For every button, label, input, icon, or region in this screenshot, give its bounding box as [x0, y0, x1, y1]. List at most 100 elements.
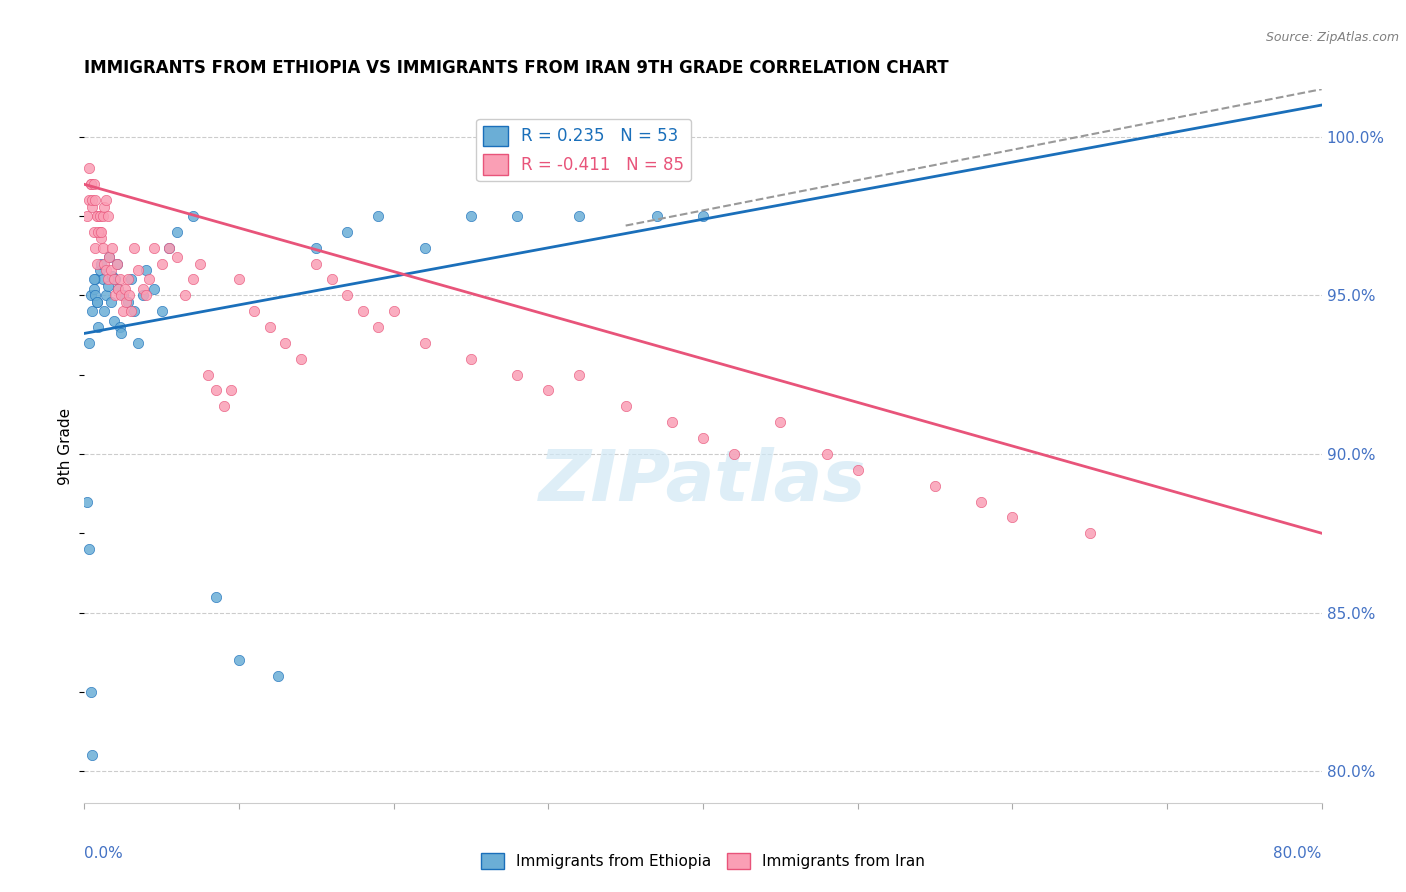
Point — [924, 478, 946, 492]
Point — [128, 263, 150, 277]
Point — [77, 161, 100, 176]
Point — [76, 494, 98, 508]
Point — [91, 241, 114, 255]
Point — [98, 250, 121, 264]
Point — [568, 368, 591, 382]
Point — [90, 231, 112, 245]
Point — [212, 400, 235, 414]
Legend: R = 0.235   N = 53, R = -0.411   N = 85: R = 0.235 N = 53, R = -0.411 N = 85 — [477, 119, 690, 181]
Point — [138, 272, 160, 286]
Point — [105, 257, 128, 271]
Point — [104, 272, 127, 286]
Point — [274, 335, 297, 350]
Point — [132, 282, 155, 296]
Point — [93, 304, 115, 318]
Point — [82, 748, 104, 763]
Point — [104, 288, 127, 302]
Point — [166, 250, 188, 264]
Point — [150, 257, 173, 271]
Point — [159, 241, 181, 255]
Point — [135, 263, 157, 277]
Point — [86, 209, 108, 223]
Point — [367, 209, 389, 223]
Point — [108, 272, 131, 286]
Point — [692, 431, 714, 445]
Point — [87, 225, 110, 239]
Text: ZIPatlas: ZIPatlas — [540, 447, 866, 516]
Point — [166, 225, 188, 239]
Point — [769, 415, 792, 429]
Point — [128, 335, 150, 350]
Point — [100, 294, 122, 309]
Point — [122, 304, 145, 318]
Point — [84, 193, 107, 207]
Point — [79, 178, 101, 192]
Point — [107, 282, 129, 296]
Point — [460, 351, 482, 366]
Point — [84, 288, 107, 302]
Point — [89, 209, 111, 223]
Point — [336, 225, 359, 239]
Point — [82, 304, 104, 318]
Point — [86, 257, 108, 271]
Point — [645, 209, 668, 223]
Point — [205, 384, 228, 398]
Point — [352, 304, 374, 318]
Text: IMMIGRANTS FROM ETHIOPIA VS IMMIGRANTS FROM IRAN 9TH GRADE CORRELATION CHART: IMMIGRANTS FROM ETHIOPIA VS IMMIGRANTS F… — [84, 59, 949, 77]
Point — [97, 278, 120, 293]
Point — [83, 178, 105, 192]
Point — [723, 447, 745, 461]
Point — [413, 335, 436, 350]
Point — [94, 288, 117, 302]
Point — [114, 282, 136, 296]
Point — [506, 209, 529, 223]
Point — [117, 294, 139, 309]
Point — [83, 282, 105, 296]
Point — [692, 209, 714, 223]
Point — [89, 263, 111, 277]
Point — [83, 225, 105, 239]
Point — [336, 288, 359, 302]
Legend: Immigrants from Ethiopia, Immigrants from Iran: Immigrants from Ethiopia, Immigrants fro… — [475, 847, 931, 875]
Point — [87, 320, 110, 334]
Point — [87, 209, 110, 223]
Point — [243, 304, 266, 318]
Y-axis label: 9th Grade: 9th Grade — [58, 408, 73, 484]
Point — [101, 241, 124, 255]
Point — [97, 272, 120, 286]
Point — [188, 257, 212, 271]
Point — [382, 304, 405, 318]
Point — [120, 272, 142, 286]
Point — [94, 263, 117, 277]
Point — [118, 288, 141, 302]
Point — [568, 209, 591, 223]
Point — [93, 257, 115, 271]
Point — [413, 241, 436, 255]
Point — [506, 368, 529, 382]
Point — [77, 193, 100, 207]
Point — [181, 209, 204, 223]
Point — [79, 685, 101, 699]
Point — [537, 384, 560, 398]
Point — [970, 494, 993, 508]
Point — [150, 304, 173, 318]
Point — [112, 304, 135, 318]
Point — [103, 314, 125, 328]
Point — [181, 272, 204, 286]
Point — [1001, 510, 1024, 524]
Point — [174, 288, 197, 302]
Point — [159, 241, 181, 255]
Point — [90, 225, 112, 239]
Point — [86, 294, 108, 309]
Point — [82, 200, 104, 214]
Point — [107, 282, 129, 296]
Point — [661, 415, 683, 429]
Point — [93, 200, 115, 214]
Point — [108, 320, 131, 334]
Point — [103, 272, 125, 286]
Point — [305, 241, 328, 255]
Point — [110, 288, 132, 302]
Point — [205, 590, 228, 604]
Point — [84, 241, 107, 255]
Point — [290, 351, 312, 366]
